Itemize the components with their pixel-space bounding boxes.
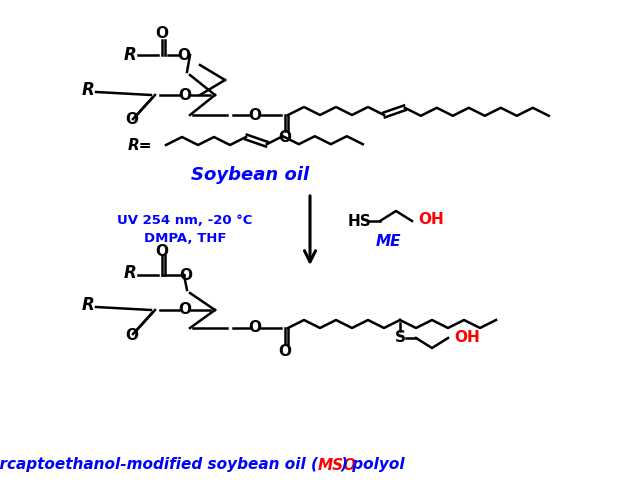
Text: R: R bbox=[81, 296, 94, 314]
Text: O: O bbox=[155, 26, 169, 40]
Text: R=: R= bbox=[128, 138, 153, 152]
Text: Soybean oil: Soybean oil bbox=[191, 166, 309, 184]
Text: O: O bbox=[279, 131, 291, 145]
Text: O: O bbox=[155, 244, 169, 258]
Text: O: O bbox=[279, 344, 291, 358]
Text: Mercaptoethanol-modified soybean oil (: Mercaptoethanol-modified soybean oil ( bbox=[0, 458, 318, 472]
Text: ME: ME bbox=[375, 234, 401, 248]
Text: O: O bbox=[179, 303, 191, 317]
Text: R: R bbox=[123, 264, 136, 282]
Text: R: R bbox=[123, 46, 136, 64]
Text: HS: HS bbox=[348, 213, 372, 228]
Text: OH: OH bbox=[454, 329, 480, 345]
Text: DMPA, THF: DMPA, THF bbox=[144, 232, 226, 245]
Text: O: O bbox=[249, 107, 261, 122]
Text: O: O bbox=[179, 268, 193, 282]
Text: S: S bbox=[394, 330, 406, 346]
Text: O: O bbox=[179, 87, 191, 103]
Text: O: O bbox=[177, 47, 191, 63]
Text: O: O bbox=[249, 320, 261, 336]
Text: O: O bbox=[125, 327, 139, 343]
Text: O: O bbox=[125, 112, 139, 128]
Text: MSO: MSO bbox=[318, 458, 357, 472]
Text: ) polyol: ) polyol bbox=[340, 458, 404, 472]
Text: UV 254 nm, -20 °C: UV 254 nm, -20 °C bbox=[117, 214, 252, 227]
Text: OH: OH bbox=[418, 212, 444, 227]
Text: R: R bbox=[81, 81, 94, 99]
